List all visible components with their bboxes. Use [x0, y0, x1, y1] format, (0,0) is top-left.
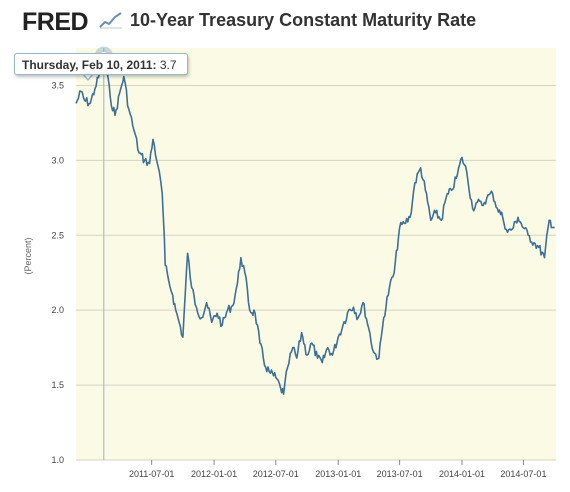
tooltip-date: Thursday, Feb 10, 2011: [22, 58, 157, 72]
hover-tooltip: Thursday, Feb 10, 2011: 3.7 [14, 53, 188, 75]
plot-background [76, 48, 556, 460]
x-tick-label: 2011-07-01 [129, 469, 174, 479]
x-tick-label: 2013-01-01 [315, 469, 361, 479]
x-axis-ticks: 2011-07-01 2012-01-01 2012-07-01 2013-01-01… [129, 460, 546, 479]
x-tick-label: 2014-01-01 [439, 469, 485, 479]
y-tick-label: 1.0 [51, 455, 64, 465]
y-tick-label: 1.5 [51, 380, 64, 390]
tooltip-value: 3.7 [159, 58, 177, 72]
trend-chart-icon [99, 12, 122, 29]
chart-title: 10-Year Treasury Constant Maturity Rate [130, 10, 477, 30]
x-tick-label: 2012-01-01 [191, 469, 237, 479]
x-tick-label: 2012-07-01 [253, 469, 299, 479]
y-axis-ticks: 1.0 1.5 2.0 2.5 3.0 3.5 [51, 80, 64, 465]
series-line[interactable] [75, 54, 555, 395]
y-tick-label: 3.0 [51, 155, 64, 165]
x-tick-label: 2014-07-01 [500, 469, 546, 479]
y-tick-label: 3.5 [51, 80, 64, 90]
chart-header: FRED 10-Year Treasury Constant Maturity … [0, 0, 570, 44]
y-tick-label: 2.0 [51, 305, 64, 315]
tooltip-arrow-inner [83, 73, 93, 79]
y-axis-title: (Percent) [23, 237, 33, 274]
y-tick-label: 2.5 [51, 230, 64, 240]
x-tick-label: 2013-07-01 [377, 469, 423, 479]
fred-logo: FRED [22, 8, 89, 36]
